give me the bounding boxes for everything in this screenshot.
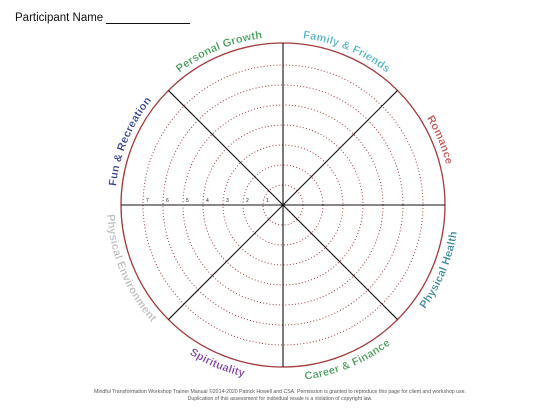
segment-label-career-finance: Career & Finance	[304, 337, 393, 383]
segment-label-romance: Romance	[424, 113, 455, 165]
copyright-footer: Mindful Transformation Workshop Trainer …	[0, 389, 560, 403]
ring-number-1: 1	[266, 198, 269, 204]
wheel-spoke	[282, 204, 398, 320]
segment-label-spirituality: Spirituality	[188, 346, 247, 379]
participant-name-label: Participant Name	[15, 12, 104, 24]
footer-line-2: Duplication of this assessment for indiv…	[187, 396, 373, 402]
participant-name-field[interactable]	[106, 12, 191, 24]
ring-number-4: 4	[206, 198, 209, 204]
segment-label-fun-recreation: Fun & Recreation	[107, 95, 154, 187]
ring-number-2: 2	[246, 198, 249, 204]
ring-number-5: 5	[186, 198, 189, 204]
ring-number-7: 7	[146, 198, 149, 204]
segment-label-personal-growth: Personal Growth	[174, 29, 263, 75]
segment-label-physical-health: Physical Health	[418, 230, 460, 311]
segment-label-family-friends: Family & Friends	[303, 29, 393, 75]
segment-label-physical-environment: Physical Environment	[104, 214, 159, 325]
ring-number-3: 3	[226, 198, 229, 204]
ring-number-6: 6	[166, 198, 169, 204]
wheel-spoke	[168, 204, 284, 320]
wheel-spoke	[282, 90, 398, 206]
participant-name-row: Participant Name	[15, 12, 191, 24]
footer-line-1: Mindful Transformation Workshop Trainer …	[94, 389, 466, 395]
wheel-spoke	[168, 90, 284, 206]
